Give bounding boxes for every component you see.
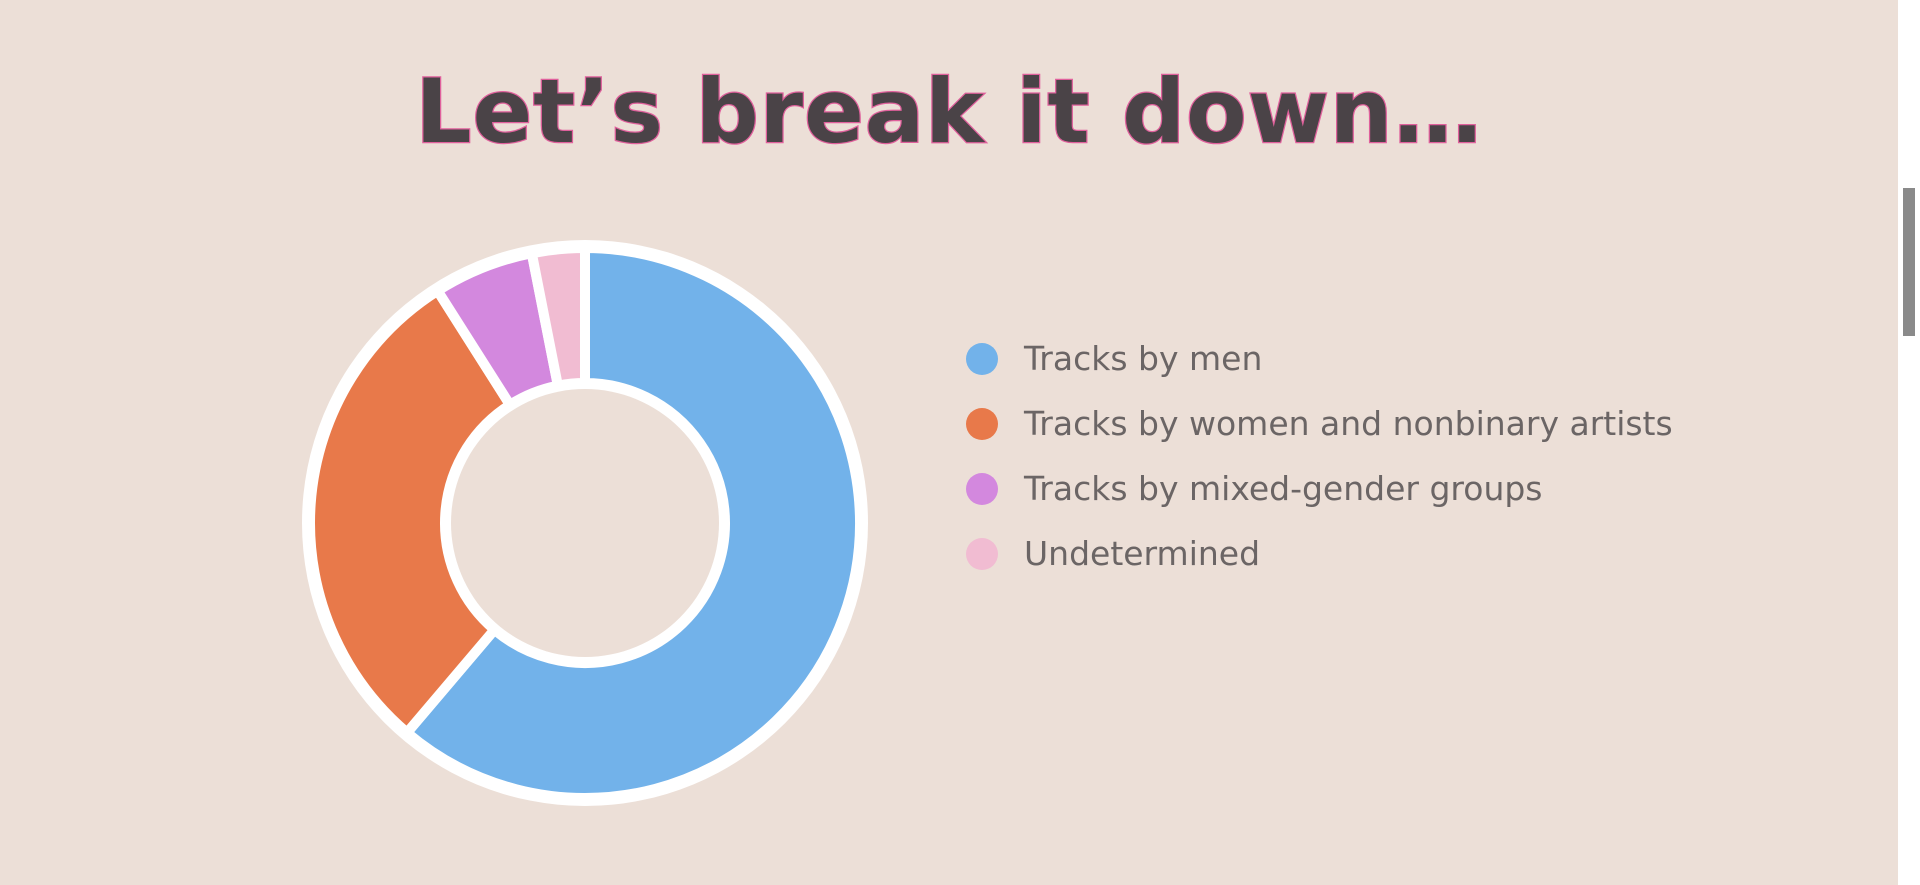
donut-chart xyxy=(290,228,880,818)
legend-item[interactable]: Tracks by mixed-gender groups xyxy=(966,456,1673,521)
legend-swatch xyxy=(966,472,998,505)
donut-slice[interactable] xyxy=(525,242,590,392)
legend-label: Tracks by men xyxy=(1024,339,1263,378)
donut-slice[interactable] xyxy=(400,242,865,803)
legend-label: Tracks by women and nonbinary artists xyxy=(1024,404,1673,443)
page-title: Let’s break it down… xyxy=(414,59,1483,165)
donut-hole xyxy=(451,389,719,657)
legend-swatch xyxy=(966,342,998,375)
donut-slice[interactable] xyxy=(305,283,517,740)
scrollbar-thumb[interactable] xyxy=(1903,188,1915,336)
donut-chart-svg xyxy=(302,240,868,806)
chart-legend: Tracks by men Tracks by women and nonbin… xyxy=(966,326,1673,586)
legend-label: Undetermined xyxy=(1024,534,1261,573)
legend-label: Tracks by mixed-gender groups xyxy=(1024,469,1543,508)
legend-item[interactable]: Undetermined xyxy=(966,521,1673,586)
legend-swatch xyxy=(966,407,998,440)
scrollbar[interactable] xyxy=(1898,0,1920,885)
legend-item[interactable]: Tracks by women and nonbinary artists xyxy=(966,391,1673,456)
legend-item[interactable]: Tracks by men xyxy=(966,326,1673,391)
legend-swatch xyxy=(966,537,998,570)
